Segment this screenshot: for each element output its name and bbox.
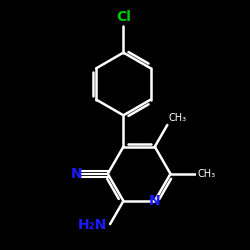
Text: N: N (71, 167, 83, 181)
Text: H₂N: H₂N (78, 218, 107, 232)
Text: CH₃: CH₃ (168, 113, 186, 123)
Text: N: N (149, 194, 160, 208)
Text: Cl: Cl (116, 10, 131, 24)
Text: CH₃: CH₃ (198, 169, 216, 179)
